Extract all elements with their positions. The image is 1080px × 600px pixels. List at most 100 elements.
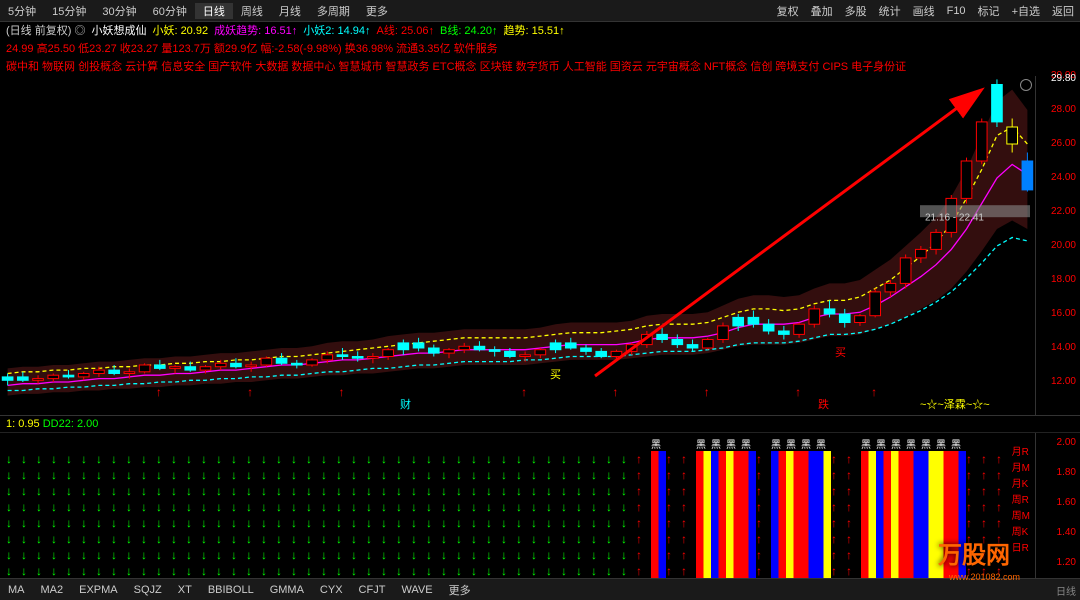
svg-text:↑: ↑ <box>981 500 987 514</box>
menu-画线[interactable]: 画线 <box>907 3 941 19</box>
ind-tab-BBIBOLL[interactable]: BBIBOLL <box>200 584 262 596</box>
tab-30分钟[interactable]: 30分钟 <box>94 3 144 19</box>
svg-text:↓: ↓ <box>366 484 372 498</box>
svg-text:↑: ↑ <box>966 468 972 482</box>
svg-text:↓: ↓ <box>561 532 567 546</box>
svg-text:↑: ↑ <box>247 385 253 399</box>
svg-text:↓: ↓ <box>231 484 237 498</box>
tab-周线[interactable]: 周线 <box>233 3 271 19</box>
svg-text:↑: ↑ <box>981 452 987 466</box>
stock-info-line2: 24.99 高25.50 低23.27 收23.27 量123.7万 额29.9… <box>0 40 1080 58</box>
tab-60分钟[interactable]: 60分钟 <box>145 3 195 19</box>
svg-text:↓: ↓ <box>396 548 402 562</box>
menu-F10[interactable]: F10 <box>941 5 972 17</box>
svg-text:↓: ↓ <box>351 484 357 498</box>
svg-text:↓: ↓ <box>396 500 402 514</box>
chart-canvas[interactable]: 21.16 - 22.41财跌~☆~泽霖~☆~买买↑↑↑↑↑↑↑↑ <box>0 76 1035 415</box>
svg-text:黑: 黑 <box>936 439 946 451</box>
tab-5分钟[interactable]: 5分钟 <box>0 3 44 19</box>
menu-统计[interactable]: 统计 <box>873 3 907 19</box>
svg-text:↓: ↓ <box>321 516 327 530</box>
svg-text:↓: ↓ <box>606 500 612 514</box>
tab-月线[interactable]: 月线 <box>271 3 309 19</box>
svg-text:↓: ↓ <box>456 468 462 482</box>
svg-text:↓: ↓ <box>216 484 222 498</box>
svg-text:↓: ↓ <box>531 468 537 482</box>
ind-tab-CYX[interactable]: CYX <box>312 584 351 596</box>
svg-text:↑: ↑ <box>666 532 672 546</box>
svg-text:↓: ↓ <box>546 548 552 562</box>
svg-text:↓: ↓ <box>561 500 567 514</box>
svg-text:↓: ↓ <box>51 564 57 578</box>
svg-text:↓: ↓ <box>606 564 612 578</box>
svg-text:买: 买 <box>550 368 561 381</box>
svg-text:↓: ↓ <box>21 532 27 546</box>
svg-text:21.16 - 22.41: 21.16 - 22.41 <box>925 213 984 224</box>
svg-text:↓: ↓ <box>6 468 12 482</box>
svg-text:↑: ↑ <box>981 468 987 482</box>
menu-多股[interactable]: 多股 <box>839 3 873 19</box>
ind-tab-SQJZ[interactable]: SQJZ <box>126 584 170 596</box>
tab-更多[interactable]: 更多 <box>358 3 396 19</box>
ind-tab-MA[interactable]: MA <box>0 584 33 596</box>
svg-text:↓: ↓ <box>126 532 132 546</box>
ind-tab-MA2[interactable]: MA2 <box>33 584 72 596</box>
svg-text:↓: ↓ <box>276 452 282 466</box>
svg-text:↓: ↓ <box>21 564 27 578</box>
svg-text:↓: ↓ <box>201 532 207 546</box>
watermark-url: www.201082.com <box>949 572 1020 582</box>
ind-tab-WAVE[interactable]: WAVE <box>393 584 440 596</box>
kline-chart[interactable]: 21.16 - 22.41财跌~☆~泽霖~☆~买买↑↑↑↑↑↑↑↑ 30.002… <box>0 76 1080 416</box>
svg-text:↓: ↓ <box>141 484 147 498</box>
svg-text:↓: ↓ <box>441 548 447 562</box>
svg-text:↑: ↑ <box>981 516 987 530</box>
svg-text:↓: ↓ <box>156 516 162 530</box>
svg-text:↓: ↓ <box>261 500 267 514</box>
svg-text:↓: ↓ <box>141 468 147 482</box>
ind-tab-XT[interactable]: XT <box>170 584 200 596</box>
svg-text:↓: ↓ <box>621 484 627 498</box>
svg-text:↓: ↓ <box>426 484 432 498</box>
svg-text:↑: ↑ <box>756 484 762 498</box>
svg-text:↓: ↓ <box>36 452 42 466</box>
svg-text:↓: ↓ <box>141 516 147 530</box>
svg-text:↓: ↓ <box>291 532 297 546</box>
svg-text:↓: ↓ <box>486 532 492 546</box>
svg-text:↓: ↓ <box>126 452 132 466</box>
svg-text:黑: 黑 <box>921 439 931 451</box>
svg-text:↑: ↑ <box>681 452 687 466</box>
svg-text:↑: ↑ <box>636 500 642 514</box>
svg-text:↓: ↓ <box>6 548 12 562</box>
svg-text:↓: ↓ <box>261 548 267 562</box>
svg-text:↓: ↓ <box>96 532 102 546</box>
menu-叠加[interactable]: 叠加 <box>805 3 839 19</box>
ind-tab-EXPMA[interactable]: EXPMA <box>71 584 126 596</box>
svg-text:↑: ↑ <box>831 532 837 546</box>
svg-text:↑: ↑ <box>636 532 642 546</box>
tab-15分钟[interactable]: 15分钟 <box>44 3 94 19</box>
ind-tab-GMMA[interactable]: GMMA <box>262 584 312 596</box>
ind-tab-CFJT[interactable]: CFJT <box>351 584 394 596</box>
svg-text:↓: ↓ <box>366 564 372 578</box>
svg-text:↓: ↓ <box>336 500 342 514</box>
menu-+自选[interactable]: +自选 <box>1006 3 1046 19</box>
svg-text:↓: ↓ <box>501 468 507 482</box>
svg-text:↓: ↓ <box>261 532 267 546</box>
svg-text:↓: ↓ <box>21 452 27 466</box>
svg-text:↓: ↓ <box>276 532 282 546</box>
tab-日线[interactable]: 日线 <box>195 3 233 19</box>
menu-标记[interactable]: 标记 <box>972 3 1006 19</box>
svg-text:↑: ↑ <box>996 500 1002 514</box>
svg-text:↑: ↑ <box>666 548 672 562</box>
svg-text:↓: ↓ <box>471 516 477 530</box>
svg-text:↑: ↑ <box>636 468 642 482</box>
svg-text:↓: ↓ <box>546 468 552 482</box>
indicator-panel[interactable]: 黑黑黑黑黑黑黑黑黑黑黑黑黑黑黑黑↓↓↓↓↓↓↓↓↓↓↓↓↓↓↓↓↓↓↓↓↓↓↓↓… <box>0 433 1080 593</box>
svg-text:黑: 黑 <box>651 439 661 451</box>
tab-多周期[interactable]: 多周期 <box>309 3 358 19</box>
ind-tab-更多[interactable]: 更多 <box>441 582 479 598</box>
menu-返回[interactable]: 返回 <box>1046 3 1080 19</box>
menu-复权[interactable]: 复权 <box>771 3 805 19</box>
svg-text:↓: ↓ <box>51 468 57 482</box>
svg-text:↑: ↑ <box>996 516 1002 530</box>
